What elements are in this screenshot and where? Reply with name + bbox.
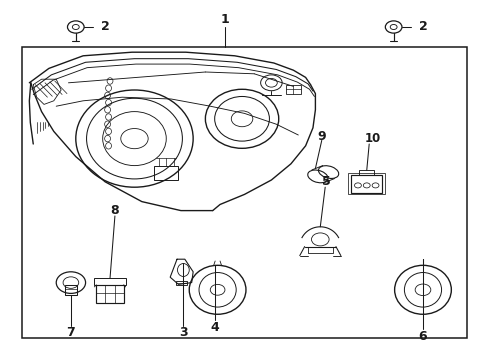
Text: 8: 8 (110, 204, 119, 217)
Bar (359, 170, 373, 175)
Bar (94, 278, 125, 285)
Bar (96, 285, 123, 303)
Bar (154, 166, 178, 180)
Text: 7: 7 (66, 327, 75, 339)
Bar (176, 281, 186, 285)
Bar (22, 47, 466, 338)
Bar (65, 285, 77, 295)
Text: 10: 10 (364, 132, 380, 145)
Text: 3: 3 (179, 327, 187, 339)
Bar (347, 173, 385, 194)
Text: 5: 5 (322, 175, 330, 188)
Text: 4: 4 (210, 321, 219, 334)
Bar (285, 85, 300, 94)
Text: 6: 6 (418, 330, 427, 343)
Bar (350, 175, 382, 193)
Text: 2: 2 (101, 21, 109, 33)
Text: 2: 2 (418, 21, 427, 33)
Text: 1: 1 (220, 13, 229, 26)
Text: 9: 9 (317, 130, 325, 143)
